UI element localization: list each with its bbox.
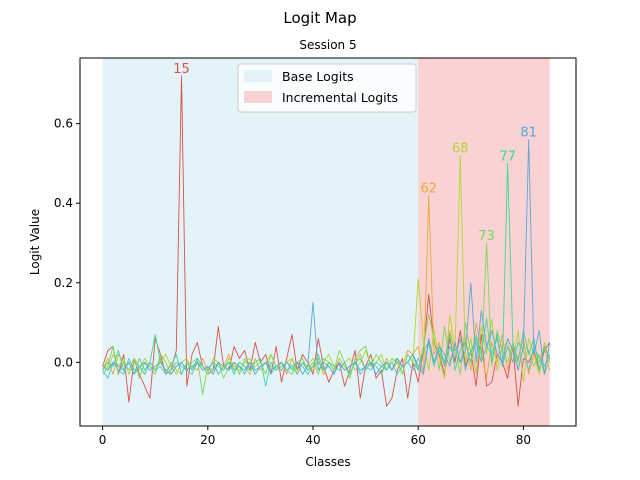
series-line-0 [102, 75, 551, 407]
y-tick-label-1: 0.2 [54, 276, 73, 290]
peak-annotation-0: 15 [173, 62, 190, 77]
peak-annotation-2: 68 [452, 141, 469, 156]
y-tick-label-3: 0.6 [54, 117, 73, 131]
annotation-layer: 15 62 68 73 77 81 [173, 62, 537, 244]
x-tick-label-4: 80 [516, 433, 531, 447]
y-axis-label: Logit Value [28, 209, 42, 275]
legend-label-incremental: Incremental Logits [282, 90, 398, 105]
x-tick-label-0: 0 [99, 433, 107, 447]
x-tick-label-2: 40 [305, 433, 320, 447]
legend: Base Logits Incremental Logits [237, 63, 417, 113]
region-layer [102, 58, 550, 426]
peak-annotation-4: 77 [499, 149, 516, 164]
y-tick-label-2: 0.4 [54, 196, 73, 210]
plot-frame [79, 57, 577, 427]
legend-label-base: Base Logits [282, 69, 354, 84]
legend-swatch-base [244, 70, 272, 82]
x-tick-label-1: 20 [200, 433, 215, 447]
chart-subtitle: Session 5 [299, 38, 356, 52]
y-axis-ticks: 0.0 0.2 0.4 0.6 [54, 117, 80, 369]
x-axis-label: Classes [305, 455, 350, 469]
y-tick-label-0: 0.0 [54, 355, 73, 369]
region-0 [102, 58, 419, 426]
chart-title: Logit Map [283, 9, 356, 27]
series-line-2 [102, 155, 551, 383]
legend-swatch-incremental [244, 91, 272, 103]
x-axis-ticks: 0 20 40 60 80 [99, 426, 531, 447]
peak-annotation-3: 73 [478, 229, 495, 244]
peak-annotation-5: 81 [520, 126, 537, 141]
series-line-6 [102, 139, 551, 375]
peak-annotation-1: 62 [420, 181, 437, 196]
legend-box [237, 63, 417, 113]
series-layer [102, 75, 551, 407]
x-tick-label-3: 60 [411, 433, 426, 447]
